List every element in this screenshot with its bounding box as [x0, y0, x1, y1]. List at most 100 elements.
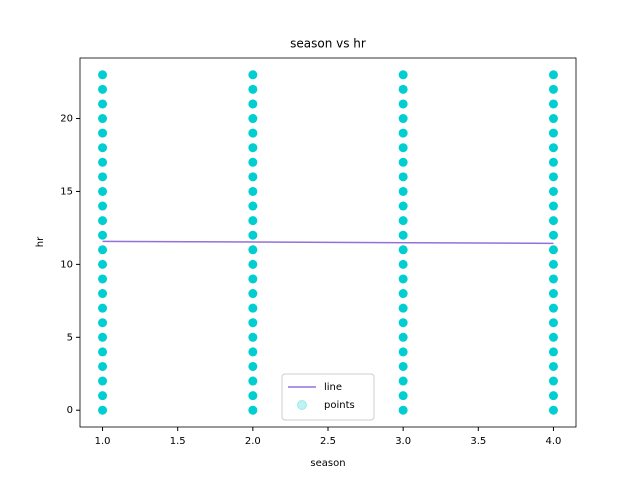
point — [398, 274, 408, 284]
point — [548, 361, 558, 371]
point — [248, 259, 258, 269]
point — [548, 274, 558, 284]
point — [248, 245, 258, 255]
point — [248, 201, 258, 211]
point — [98, 274, 108, 284]
point — [548, 347, 558, 357]
point — [398, 128, 408, 138]
line — [102, 240, 554, 245]
point — [248, 274, 258, 284]
point — [548, 186, 558, 196]
point — [398, 376, 408, 386]
chart-title: season vs hr — [290, 37, 366, 51]
point — [548, 143, 558, 153]
point — [398, 391, 408, 401]
y-tick-label: 15 — [60, 186, 73, 197]
point — [548, 172, 558, 182]
point — [398, 157, 408, 167]
y-tick-label: 20 — [60, 114, 73, 125]
point — [248, 99, 258, 109]
point — [98, 347, 108, 357]
y-tick-label: 0 — [67, 405, 73, 416]
point — [548, 230, 558, 240]
legend-label: line — [324, 382, 342, 393]
point — [548, 201, 558, 211]
point — [98, 70, 108, 80]
point — [398, 245, 408, 255]
point — [248, 157, 258, 167]
x-tick-label: 1.0 — [95, 436, 111, 447]
y-axis-label: hr — [35, 236, 46, 247]
point — [548, 303, 558, 313]
point — [98, 216, 108, 226]
point — [248, 405, 258, 415]
point — [548, 391, 558, 401]
x-tick-label: 4.0 — [546, 436, 562, 447]
point — [248, 128, 258, 138]
point — [98, 201, 108, 211]
point — [98, 172, 108, 182]
y-tick-label: 10 — [60, 259, 73, 270]
point — [548, 70, 558, 80]
point — [398, 332, 408, 342]
point — [548, 157, 558, 167]
point — [248, 230, 258, 240]
point — [398, 216, 408, 226]
point — [248, 347, 258, 357]
point — [398, 99, 408, 109]
legend-box — [281, 373, 375, 421]
point — [248, 332, 258, 342]
point — [248, 172, 258, 182]
y-tick-label: 5 — [67, 332, 73, 343]
point — [98, 114, 108, 124]
point — [98, 361, 108, 371]
point — [98, 143, 108, 153]
point — [548, 405, 558, 415]
point — [398, 318, 408, 328]
point — [98, 230, 108, 240]
point — [248, 186, 258, 196]
point — [548, 216, 558, 226]
point — [248, 303, 258, 313]
point — [398, 259, 408, 269]
x-tick-label: 3.5 — [470, 436, 486, 447]
point — [398, 405, 408, 415]
point — [398, 303, 408, 313]
x-tick-label: 3.0 — [395, 436, 411, 447]
point — [98, 259, 108, 269]
legend-label: points — [324, 400, 355, 411]
point — [398, 143, 408, 153]
point — [548, 259, 558, 269]
x-tick-label: 2.0 — [245, 436, 261, 447]
x-tick-label: 1.5 — [170, 436, 186, 447]
point — [98, 99, 108, 109]
point — [248, 376, 258, 386]
point — [398, 186, 408, 196]
point — [98, 128, 108, 138]
x-tick-label: 2.5 — [320, 436, 336, 447]
point — [98, 332, 108, 342]
point — [248, 84, 258, 94]
point — [98, 376, 108, 386]
point — [548, 245, 558, 255]
point — [398, 114, 408, 124]
point — [398, 347, 408, 357]
point — [98, 157, 108, 167]
legend-marker — [297, 400, 307, 410]
point — [98, 303, 108, 313]
point — [548, 128, 558, 138]
point — [98, 391, 108, 401]
point — [98, 405, 108, 415]
point — [248, 289, 258, 299]
point — [248, 361, 258, 371]
point — [548, 318, 558, 328]
point — [398, 84, 408, 94]
point — [248, 114, 258, 124]
point — [398, 172, 408, 182]
point — [548, 332, 558, 342]
point — [248, 70, 258, 80]
plot-frame — [79, 57, 577, 428]
point — [398, 230, 408, 240]
